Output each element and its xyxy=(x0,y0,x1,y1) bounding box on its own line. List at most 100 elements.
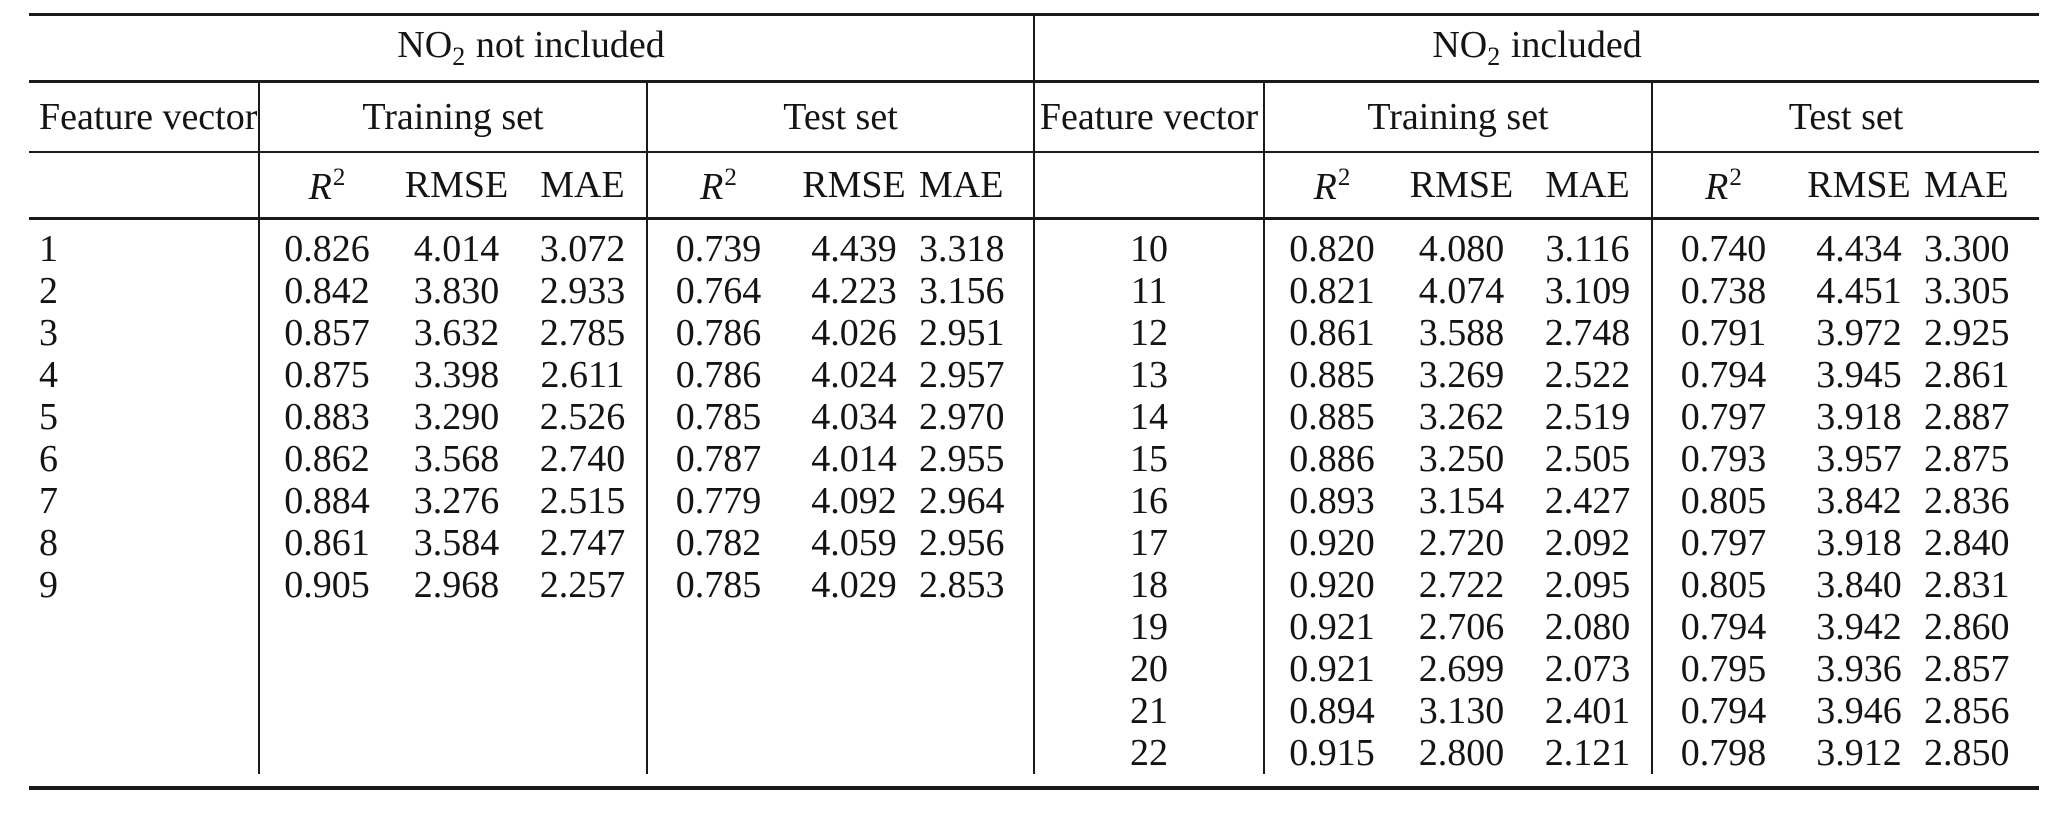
empty-cell xyxy=(919,690,1034,732)
r-exponent: 2 xyxy=(1729,163,1742,191)
value-cell: 2.951 xyxy=(919,312,1005,354)
value-cell: 2.785 xyxy=(539,312,626,354)
value-cell: 2.505 xyxy=(1544,438,1631,480)
value-cell: 0.791 xyxy=(1651,312,1795,354)
value-cell: 2.522 xyxy=(1544,354,1631,396)
r-exponent: 2 xyxy=(1337,163,1351,191)
fv-cell: 7 xyxy=(39,480,58,522)
section-title-suffix: included xyxy=(1510,24,1642,66)
value-cell: 0.794 xyxy=(1651,690,1795,732)
value-cell: 3.632 xyxy=(413,312,500,354)
empty-cell xyxy=(919,732,1034,774)
value-cell: 0.786 xyxy=(646,354,789,396)
value-cell: 3.830 xyxy=(413,270,500,312)
empty-cell xyxy=(394,690,519,732)
r-symbol: R xyxy=(1313,165,1337,208)
value-cell: 2.875 xyxy=(1924,438,2010,480)
table-row: 5 0.883 3.290 2.526 0.785 4.034 2.970 14… xyxy=(29,396,2039,438)
value-cell: 0.884 xyxy=(258,480,394,522)
fv-cell: 18 xyxy=(1033,564,1265,606)
value-cell: 3.130 xyxy=(1418,690,1505,732)
metric-header-rmse: RMSE xyxy=(394,152,519,220)
section-title-suffix: not included xyxy=(475,24,665,66)
value-cell: 2.526 xyxy=(539,396,626,438)
empty-cell xyxy=(1033,152,1265,220)
value-cell: 2.925 xyxy=(1924,312,2010,354)
empty-cell xyxy=(519,648,647,690)
value-cell: 2.080 xyxy=(1544,606,1631,648)
value-cell: 0.842 xyxy=(258,270,394,312)
value-cell: 2.515 xyxy=(539,480,626,522)
value-cell: 4.434 xyxy=(1816,228,1902,270)
value-cell: 2.955 xyxy=(919,438,1005,480)
fv-cell: 12 xyxy=(1033,312,1265,354)
value-cell: 2.957 xyxy=(919,354,1005,396)
value-cell: 2.800 xyxy=(1418,732,1505,774)
group-header-row: Feature vector Training set Test set Fea… xyxy=(29,81,2040,153)
value-cell: 0.921 xyxy=(1263,606,1400,648)
feature-vector-header-right: Feature vector xyxy=(1033,81,1265,153)
value-cell: 4.451 xyxy=(1816,270,1902,312)
r-symbol: R xyxy=(1705,165,1729,208)
fv-cell: 15 xyxy=(1033,438,1265,480)
value-cell: 2.933 xyxy=(539,270,626,312)
value-cell: 0.798 xyxy=(1651,732,1795,774)
value-cell: 3.262 xyxy=(1418,396,1505,438)
value-cell: 2.092 xyxy=(1544,522,1631,564)
value-cell: 3.918 xyxy=(1816,396,1902,438)
metric-header-row: R2 RMSE MAE R2 RMSE MAE R2 RMSE MAE R2 R… xyxy=(29,152,2040,220)
formula-subscript: 2 xyxy=(452,42,466,71)
section-title-no2-included: NO2 included xyxy=(1033,14,2040,83)
empty-cell xyxy=(646,606,789,648)
empty-cell xyxy=(258,648,394,690)
value-cell: 3.290 xyxy=(413,396,500,438)
value-cell: 2.706 xyxy=(1418,606,1505,648)
metric-header-r2: R2 xyxy=(1263,152,1400,220)
value-cell: 0.782 xyxy=(646,522,789,564)
value-cell: 2.699 xyxy=(1418,648,1505,690)
value-cell: 0.795 xyxy=(1651,648,1795,690)
value-cell: 0.805 xyxy=(1651,564,1795,606)
value-cell: 0.785 xyxy=(646,564,789,606)
value-cell: 2.121 xyxy=(1544,732,1631,774)
metric-header-mae: MAE xyxy=(919,152,1035,220)
value-cell: 4.439 xyxy=(811,228,897,270)
fv-cell: 2 xyxy=(39,270,58,312)
value-cell: 3.269 xyxy=(1418,354,1505,396)
value-cell: 0.875 xyxy=(258,354,394,396)
value-cell: 0.797 xyxy=(1651,396,1795,438)
metric-header-rmse: RMSE xyxy=(1399,152,1525,220)
value-cell: 4.092 xyxy=(811,480,897,522)
section-title-no2-not-included: NO2 not included xyxy=(29,14,1035,83)
value-cell: 2.611 xyxy=(540,354,625,396)
value-cell: 2.970 xyxy=(919,396,1005,438)
value-cell: 4.080 xyxy=(1418,228,1505,270)
formula-subscript: 2 xyxy=(1487,42,1501,71)
bottom-spacer-row xyxy=(29,774,2039,788)
value-cell: 0.885 xyxy=(1263,354,1400,396)
value-cell: 2.836 xyxy=(1924,480,2010,522)
table-row: 9 0.905 2.968 2.257 0.785 4.029 2.853 18… xyxy=(29,564,2039,606)
value-cell: 0.915 xyxy=(1263,732,1400,774)
empty-cell xyxy=(919,648,1034,690)
training-set-header-right: Training set xyxy=(1263,81,1653,153)
empty-cell xyxy=(258,690,394,732)
value-cell: 0.920 xyxy=(1263,564,1400,606)
value-cell: 2.861 xyxy=(1924,354,2010,396)
value-cell: 2.748 xyxy=(1544,312,1631,354)
value-cell: 2.720 xyxy=(1418,522,1505,564)
value-cell: 2.856 xyxy=(1924,690,2010,732)
value-cell: 2.887 xyxy=(1924,396,2010,438)
value-cell: 2.747 xyxy=(539,522,626,564)
value-cell: 3.936 xyxy=(1816,648,1902,690)
value-cell: 0.826 xyxy=(258,218,394,270)
value-cell: 0.885 xyxy=(1263,396,1400,438)
value-cell: 2.857 xyxy=(1924,648,2010,690)
value-cell: 0.821 xyxy=(1263,270,1400,312)
value-cell: 0.794 xyxy=(1651,354,1795,396)
value-cell: 2.722 xyxy=(1418,564,1505,606)
value-cell: 4.034 xyxy=(811,396,897,438)
value-cell: 0.905 xyxy=(258,564,394,606)
value-cell: 4.074 xyxy=(1418,270,1505,312)
value-cell: 2.740 xyxy=(539,438,626,480)
